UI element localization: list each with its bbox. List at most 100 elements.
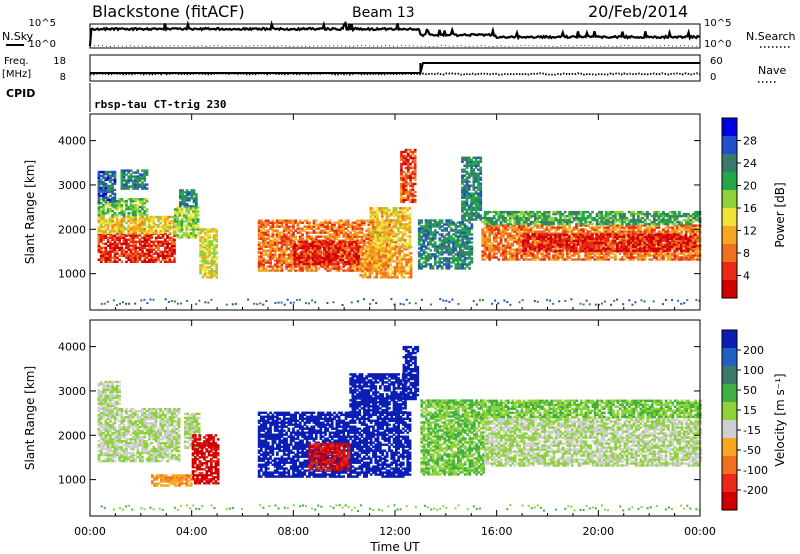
heatmap-cell xyxy=(468,249,471,252)
heatmap-cell xyxy=(109,250,112,253)
heatmap-cell xyxy=(411,150,415,154)
heatmap-cell xyxy=(352,256,356,260)
heatmap-cell xyxy=(406,207,409,210)
heatmap-cell xyxy=(579,258,583,261)
heatmap-cell xyxy=(543,242,546,245)
heatmap-cell xyxy=(411,184,415,188)
heatmap-cell xyxy=(308,231,311,234)
heatmap-cell xyxy=(409,148,412,152)
heatmap-cell xyxy=(598,232,601,235)
heatmap-cell xyxy=(99,174,103,178)
heatmap-cell xyxy=(459,223,462,226)
heatmap-cell xyxy=(318,240,322,244)
heatmap-cell xyxy=(327,252,331,256)
heatmap-cell xyxy=(465,172,469,175)
heatmap-cell xyxy=(195,201,198,204)
heatmap-cell xyxy=(621,224,624,227)
heatmap-cell xyxy=(203,272,207,275)
heatmap-cell xyxy=(131,234,135,237)
heatmap-cell xyxy=(166,260,169,263)
heatmap-cell xyxy=(470,168,473,171)
heatmap-cell xyxy=(390,241,393,244)
heatmap-cell xyxy=(467,160,471,163)
heatmap-cell xyxy=(266,223,270,226)
heatmap-cell xyxy=(294,235,297,238)
heatmap-cell xyxy=(159,254,163,257)
heatmap-cell xyxy=(266,243,270,246)
heatmap-cell xyxy=(405,262,408,265)
heatmap-cell xyxy=(397,227,400,230)
heatmap-cell xyxy=(374,227,378,230)
heatmap-cell xyxy=(213,244,216,247)
heatmap-cell xyxy=(397,217,400,220)
heatmap-cell xyxy=(515,226,519,229)
heatmap-cell xyxy=(502,248,505,251)
heatmap-cell xyxy=(456,267,460,270)
heatmap-cell xyxy=(508,238,512,241)
heatmap-cell xyxy=(481,230,485,233)
heatmap-cell xyxy=(326,231,330,234)
heatmap-cell xyxy=(356,269,359,272)
heatmap-cell xyxy=(183,212,186,215)
heatmap-cell xyxy=(122,225,126,229)
heatmap-cell xyxy=(618,238,622,241)
heatmap-cell xyxy=(176,236,179,239)
heatmap-cell xyxy=(298,239,302,242)
heatmap-cell xyxy=(479,202,483,205)
heatmap-cell xyxy=(630,232,633,235)
heatmap-cell xyxy=(518,250,521,253)
heatmap-cell xyxy=(302,254,306,258)
heatmap-cell xyxy=(318,246,322,250)
heatmap-cell xyxy=(413,160,417,164)
heatmap-cell xyxy=(459,267,462,270)
heatmap-cell xyxy=(394,225,398,228)
heatmap-cell xyxy=(387,219,391,222)
heatmap-cell xyxy=(600,258,604,261)
heatmap-cell xyxy=(524,226,528,229)
heatmap-cell xyxy=(152,221,156,225)
heatmap-cell xyxy=(129,198,133,201)
heatmap-cell xyxy=(113,194,117,198)
heatmap-cell xyxy=(120,223,124,227)
heatmap-cell xyxy=(345,256,349,260)
heatmap-cell xyxy=(347,267,350,270)
heatmap-cell xyxy=(382,276,385,279)
heatmap-cell xyxy=(141,229,144,233)
heatmap-cell xyxy=(461,180,464,183)
heatmap-cell xyxy=(461,214,464,217)
heatmap-cell xyxy=(350,240,354,244)
heatmap-cell xyxy=(134,215,137,219)
heatmap-cell xyxy=(497,230,501,233)
heatmap-cell xyxy=(131,258,135,261)
heatmap-cell xyxy=(461,216,464,219)
heatmap-cell xyxy=(595,224,599,227)
heatmap-cell xyxy=(113,174,117,178)
heatmap-cell xyxy=(407,270,411,273)
heatmap-cell xyxy=(301,249,304,252)
heatmap-cell xyxy=(402,170,406,174)
heatmap-cell xyxy=(438,221,442,224)
heatmap-cell xyxy=(199,264,202,267)
heatmap-cell xyxy=(335,233,339,236)
heatmap-cell xyxy=(465,251,469,254)
heatmap-cell xyxy=(166,250,169,253)
heatmap-cell xyxy=(134,221,137,225)
heatmap-cell xyxy=(481,244,485,247)
heatmap-cell xyxy=(131,254,135,257)
heatmap-cell xyxy=(508,242,512,245)
heatmap-cell xyxy=(264,229,268,232)
heatmap-cell xyxy=(179,191,182,194)
heatmap-cell xyxy=(399,221,402,224)
heatmap-cell xyxy=(208,230,212,233)
heatmap-cell xyxy=(285,235,288,238)
heatmap-cell xyxy=(113,231,117,235)
heatmap-cell xyxy=(401,213,405,216)
heatmap-cell xyxy=(293,240,296,244)
heatmap-cell xyxy=(370,262,374,265)
heatmap-cell xyxy=(403,241,407,244)
heatmap-cell xyxy=(282,227,286,230)
heatmap-cell xyxy=(173,223,176,227)
heatmap-cell xyxy=(271,223,275,226)
heatmap-cell xyxy=(324,231,327,234)
heatmap-cell xyxy=(387,229,391,232)
